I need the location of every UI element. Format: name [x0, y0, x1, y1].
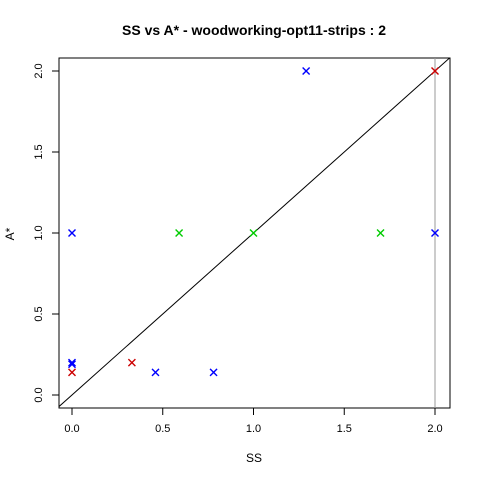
data-point: [68, 368, 76, 377]
data-point: [249, 229, 258, 237]
data-point: [431, 229, 439, 237]
data-point: [376, 229, 385, 237]
data-point: [209, 368, 218, 377]
data-point-stroke: [376, 229, 385, 237]
data-point-stroke: [249, 229, 258, 237]
data-point-stroke: [127, 358, 136, 367]
x-tick-label: 0.5: [155, 423, 170, 435]
y-tick-label: 0.5: [33, 306, 45, 321]
plot-area: 0.0 0.5 1.0 1.5 2.0 0.0 0.5 1.0 1.5 2.0: [33, 57, 451, 435]
data-point-stroke: [68, 360, 76, 369]
data-point: [175, 229, 184, 237]
data-point: [431, 67, 439, 75]
data-point-stroke: [151, 368, 160, 377]
data-point: [68, 229, 76, 237]
y-axis-label: A*: [3, 227, 17, 240]
x-tick-label: 0.0: [64, 423, 79, 435]
data-point-stroke: [431, 67, 439, 75]
data-point: [68, 358, 76, 367]
x-tick-label: 2.0: [427, 423, 442, 435]
y-tick-label: 1.5: [33, 144, 45, 159]
y-tick-label: 0.0: [33, 387, 45, 402]
x-tick-label: 1.5: [337, 423, 352, 435]
data-point-stroke: [209, 368, 218, 377]
x-tick-label: 1.0: [246, 423, 261, 435]
y-tick-label: 1.0: [33, 225, 45, 240]
data-point-stroke: [68, 368, 76, 377]
data-point: [127, 358, 136, 367]
data-point: [151, 368, 160, 377]
data-point-stroke: [68, 229, 76, 237]
y-tick-label: 2.0: [33, 63, 45, 78]
data-point: [68, 360, 76, 369]
data-point-stroke: [302, 67, 311, 75]
data-point-stroke: [68, 358, 76, 367]
data-point: [302, 67, 311, 75]
data-point-stroke: [431, 229, 439, 237]
x-axis-label: SS: [246, 451, 262, 465]
data-point-stroke: [175, 229, 184, 237]
chart-title: SS vs A* - woodworking-opt11-strips : 2: [122, 22, 386, 38]
data-points: [68, 67, 439, 377]
